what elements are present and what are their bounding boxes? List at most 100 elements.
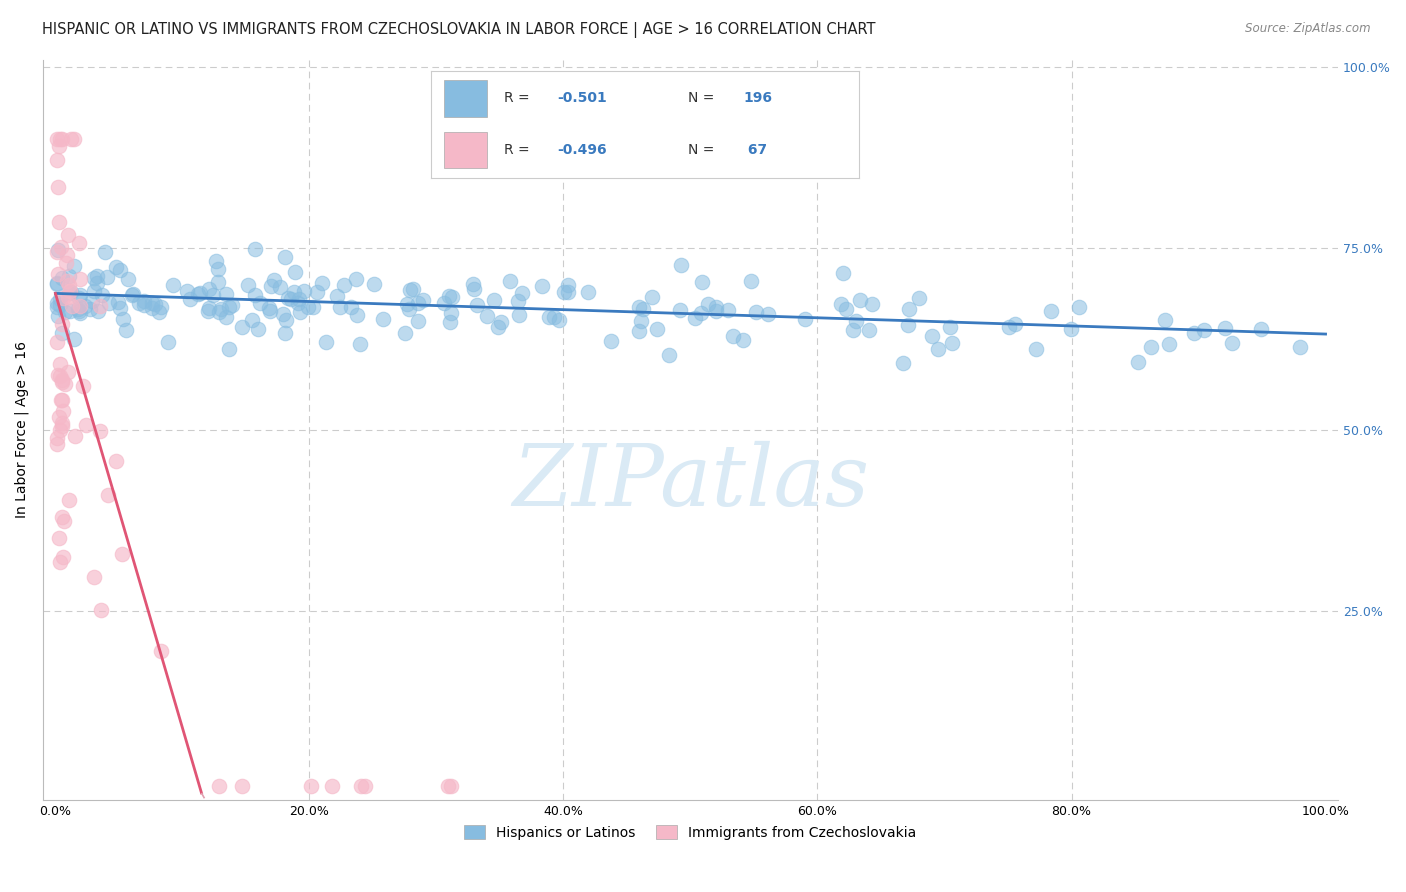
Point bbox=[69, 272, 91, 286]
Point bbox=[475, 309, 498, 323]
Point bbox=[302, 301, 325, 315]
Point bbox=[59, 285, 82, 299]
Point bbox=[49, 556, 72, 570]
Point bbox=[363, 277, 385, 292]
Point bbox=[141, 296, 163, 310]
Point bbox=[276, 312, 298, 326]
Point bbox=[399, 283, 422, 297]
Point bbox=[45, 335, 67, 350]
Point bbox=[1139, 340, 1161, 354]
Point bbox=[484, 293, 506, 307]
Point bbox=[243, 242, 266, 256]
Point bbox=[849, 293, 872, 307]
Point bbox=[439, 315, 461, 329]
Point bbox=[548, 312, 571, 326]
Point bbox=[141, 301, 163, 315]
Point bbox=[600, 334, 623, 348]
Point bbox=[148, 305, 170, 319]
Point bbox=[52, 404, 75, 418]
Point bbox=[733, 333, 755, 347]
Point bbox=[398, 301, 420, 316]
Point bbox=[58, 493, 80, 508]
Point bbox=[633, 302, 655, 317]
Point bbox=[704, 300, 727, 314]
Point bbox=[1220, 336, 1243, 351]
Point bbox=[63, 429, 86, 443]
Point bbox=[690, 306, 713, 320]
Point bbox=[105, 454, 128, 468]
Point bbox=[669, 303, 692, 318]
Point bbox=[793, 312, 815, 326]
Point bbox=[897, 318, 920, 332]
Point bbox=[45, 277, 67, 291]
Point bbox=[1289, 341, 1312, 355]
Point bbox=[63, 132, 86, 146]
Point bbox=[1126, 354, 1149, 368]
Point bbox=[394, 326, 416, 341]
Point bbox=[55, 256, 77, 270]
Point bbox=[329, 301, 352, 315]
Point bbox=[627, 300, 650, 314]
Point bbox=[51, 271, 73, 285]
Point bbox=[630, 314, 652, 328]
Point bbox=[288, 292, 311, 306]
Point bbox=[202, 287, 225, 301]
Point bbox=[122, 286, 145, 301]
Point bbox=[134, 297, 156, 311]
Point bbox=[834, 302, 856, 317]
Point bbox=[58, 278, 80, 293]
Point bbox=[59, 304, 82, 318]
Point bbox=[89, 299, 111, 313]
Point bbox=[897, 302, 920, 317]
Point bbox=[150, 644, 173, 658]
Point bbox=[58, 269, 80, 284]
Point bbox=[83, 271, 105, 285]
Point bbox=[436, 779, 458, 793]
Point bbox=[1154, 312, 1177, 326]
Point bbox=[553, 285, 575, 300]
Point bbox=[51, 326, 73, 341]
Point bbox=[344, 272, 367, 286]
Point bbox=[832, 266, 855, 280]
Point bbox=[97, 488, 120, 502]
Point bbox=[51, 419, 73, 434]
Point bbox=[62, 260, 84, 274]
Text: Source: ZipAtlas.com: Source: ZipAtlas.com bbox=[1246, 22, 1371, 36]
Point bbox=[48, 215, 70, 229]
Point bbox=[207, 262, 229, 277]
Point bbox=[997, 319, 1019, 334]
Point bbox=[260, 279, 283, 293]
Point bbox=[58, 290, 80, 304]
Point bbox=[48, 139, 70, 153]
Point bbox=[63, 332, 86, 346]
Point bbox=[273, 250, 295, 264]
Point bbox=[463, 282, 485, 296]
Point bbox=[927, 342, 949, 356]
Point bbox=[110, 263, 132, 277]
Point bbox=[96, 269, 118, 284]
Point bbox=[94, 244, 117, 259]
Point bbox=[1250, 322, 1272, 336]
Point bbox=[287, 296, 309, 310]
Point bbox=[243, 288, 266, 302]
Legend: Hispanics or Latinos, Immigrants from Czechoslovakia: Hispanics or Latinos, Immigrants from Cz… bbox=[458, 819, 922, 845]
Point bbox=[860, 297, 883, 311]
Point bbox=[197, 282, 219, 296]
Point bbox=[53, 514, 76, 528]
Point bbox=[45, 276, 67, 290]
Point bbox=[326, 289, 349, 303]
Point bbox=[75, 417, 97, 432]
Point bbox=[208, 305, 231, 319]
Point bbox=[59, 132, 82, 146]
Point bbox=[132, 293, 155, 308]
Point bbox=[79, 301, 101, 316]
Point bbox=[51, 132, 73, 146]
Point bbox=[176, 284, 198, 298]
Point bbox=[58, 365, 80, 379]
Point bbox=[231, 779, 253, 793]
Point bbox=[75, 299, 97, 313]
Point bbox=[60, 285, 83, 300]
Point bbox=[240, 313, 263, 327]
Point bbox=[107, 295, 129, 310]
Point bbox=[51, 373, 73, 387]
